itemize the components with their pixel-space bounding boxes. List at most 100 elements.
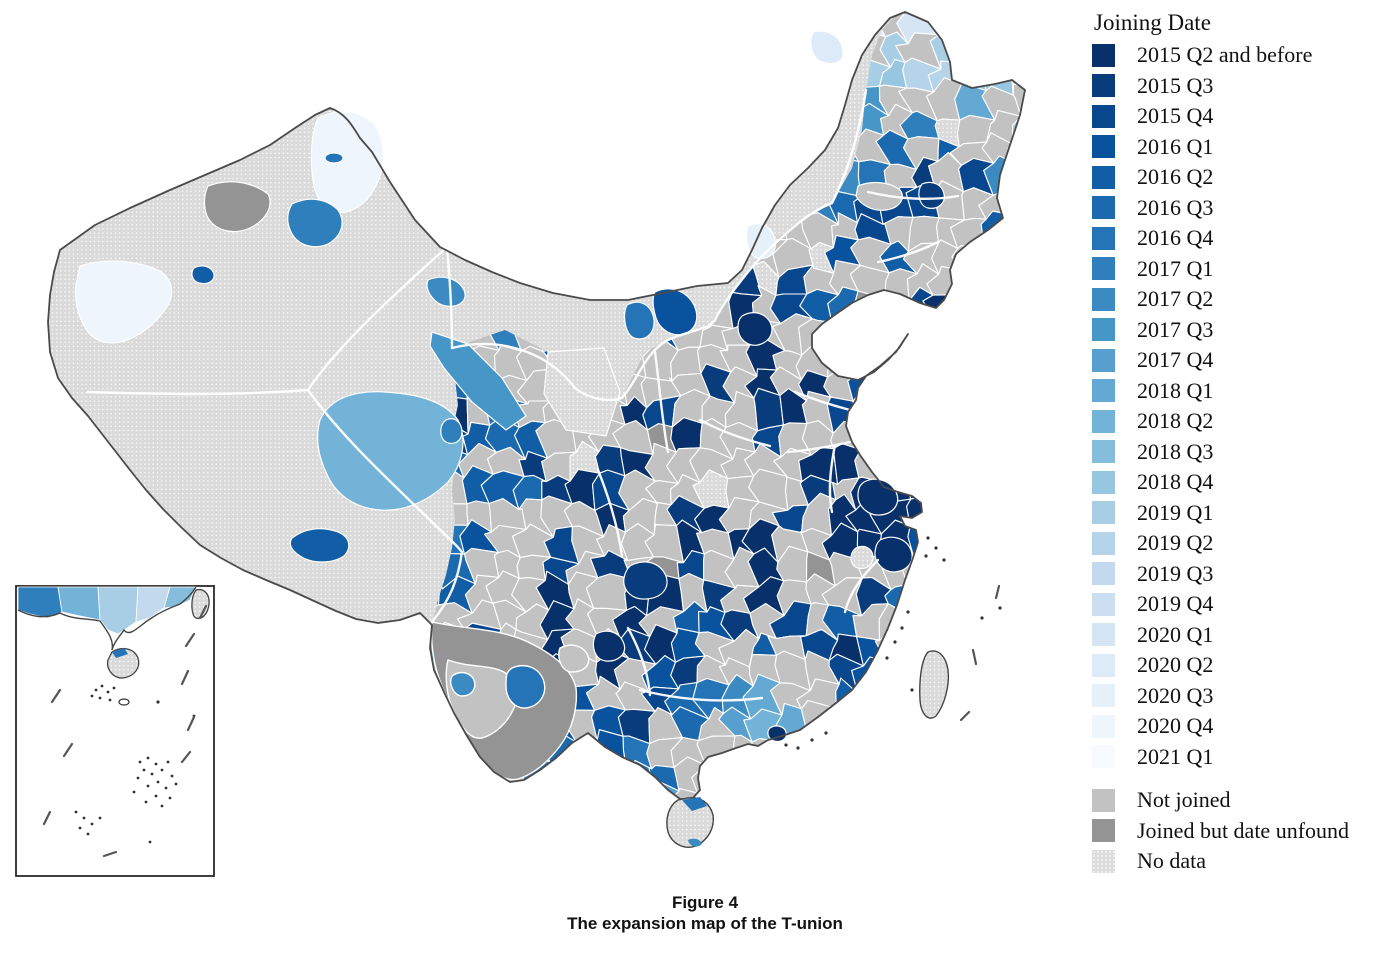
- prefecture-cell: [978, 526, 1022, 556]
- prefecture-cell: [988, 649, 1022, 692]
- prefecture-cell: [775, 30, 809, 69]
- prefecture-cell: [441, 763, 470, 799]
- prefecture-cell: [1037, 107, 1071, 136]
- prefecture-cell: [616, 113, 659, 137]
- prefecture-cell: [437, 117, 473, 142]
- region-baotou: [624, 301, 655, 340]
- prefecture-cell: [589, 12, 633, 36]
- prefecture-cell: [459, 183, 501, 220]
- legend-swatch: [1092, 104, 1115, 128]
- prefecture-cell: [773, 86, 809, 121]
- prefecture-cell: [1035, 211, 1068, 252]
- legend-swatch: [1092, 348, 1115, 372]
- legend-row: Joined but date unfound: [1092, 816, 1390, 847]
- prefecture-cell: [1035, 646, 1073, 690]
- prefecture-cell: [949, 362, 995, 409]
- prefecture-cell: [986, 272, 1022, 293]
- prefecture-cell: [565, 182, 600, 224]
- prefecture-cell: [931, 788, 970, 799]
- legend-row: 2017 Q3: [1092, 315, 1390, 346]
- prefecture-cell: [922, 294, 969, 327]
- prefecture-cell: [880, 658, 918, 693]
- prefecture-cell: [750, 738, 787, 769]
- prefecture-cell: [466, 106, 500, 138]
- prefecture-cell: [537, 131, 574, 171]
- prefecture-cell: [1028, 791, 1066, 822]
- prefecture-cell: [723, 32, 762, 70]
- inset-guangdong-west: [57, 586, 101, 621]
- legend-swatch: [1092, 653, 1115, 677]
- legend-swatch: [1092, 714, 1115, 738]
- prefecture-cell: [666, 0, 700, 11]
- prefecture-cell: [879, 344, 914, 376]
- legend-swatch: [1092, 287, 1115, 311]
- region-dali: [450, 671, 476, 697]
- region-hexi-corridor: [429, 331, 527, 431]
- prefecture-cell: [485, 59, 518, 95]
- prefecture-cell: [745, 84, 779, 122]
- legend-row: 2016 Q1: [1092, 132, 1390, 163]
- inset-atoll-ring: [118, 698, 130, 706]
- prefecture-cell: [983, 12, 1017, 15]
- region-hulunbuir-pale: [810, 30, 844, 65]
- prefecture-cell: [1010, 606, 1025, 640]
- prefecture-cell: [717, 105, 759, 145]
- prefecture-cell: [722, 83, 759, 122]
- prefecture-cell: [924, 546, 970, 591]
- prefecture-cell: [987, 785, 1023, 799]
- prefecture-cell: [699, 52, 737, 92]
- legend-row: 2017 Q2: [1092, 284, 1390, 315]
- prefecture-cell: [797, 81, 839, 114]
- legend-label: 2020 Q3: [1137, 682, 1214, 708]
- prefecture-cell: [935, 760, 961, 792]
- prefecture-cell: [430, 12, 451, 39]
- prefecture-cell: [858, 748, 889, 796]
- prefecture-cell: [492, 188, 525, 227]
- prefecture-cell: [1009, 762, 1025, 792]
- prefecture-cell: [1032, 322, 1070, 355]
- prefecture-cell: [466, 31, 492, 68]
- region-altay-city: [324, 152, 344, 164]
- prefecture-cell: [751, 109, 779, 145]
- region-songnen-gray: [855, 181, 903, 211]
- prefecture-cell: [1006, 730, 1025, 771]
- prefecture-cell: [1012, 684, 1025, 715]
- prefecture-cell: [470, 160, 502, 192]
- legend-label: Joined but date unfound: [1137, 817, 1350, 843]
- prefecture-cell: [430, 754, 450, 799]
- prefecture-cell: [559, 103, 603, 148]
- prefecture-cell: [592, 12, 633, 13]
- prefecture-cell: [825, 12, 865, 16]
- prefecture-cell: [1003, 23, 1025, 68]
- prefecture-cell: [1007, 522, 1025, 559]
- prefecture-cell: [911, 393, 944, 432]
- prefecture-cell: [898, 341, 938, 377]
- prefecture-cell: [649, 57, 678, 92]
- legend-row: 2020 Q1: [1092, 620, 1390, 651]
- prefecture-cell: [716, 159, 762, 201]
- prefecture-cell: [508, 12, 553, 41]
- prefecture-cell: [1033, 709, 1073, 744]
- legend-label: 2017 Q3: [1137, 316, 1214, 342]
- prefecture-cell: [430, 735, 450, 768]
- prefecture-cell: [1008, 547, 1025, 589]
- legend-swatch: [1092, 745, 1115, 769]
- prefecture-cell: [721, 778, 753, 799]
- prefecture-cell: [702, 243, 727, 277]
- prefecture-cell: [540, 219, 576, 243]
- prefecture-cell: [430, 159, 441, 199]
- legend-quarter-rows: 2015 Q2 and before 2015 Q3 2015 Q4 2016 Q1 2…: [1092, 40, 1390, 772]
- prefecture-cell: [462, 211, 496, 248]
- prefecture-cell: [1014, 580, 1025, 613]
- prefecture-cell: [882, 732, 909, 766]
- prefecture-cell: [587, 238, 632, 273]
- prefecture-cell: [696, 86, 737, 120]
- legend-swatch: [1092, 470, 1115, 494]
- prefecture-cell: [906, 496, 945, 534]
- prefecture-cell: [513, 50, 554, 92]
- legend-label: 2019 Q4: [1137, 591, 1214, 617]
- prefecture-cell: [776, 764, 811, 795]
- prefecture-cell: [1035, 523, 1062, 557]
- prefecture-cell: [876, 703, 916, 740]
- inset-fujian-tip: [163, 586, 197, 609]
